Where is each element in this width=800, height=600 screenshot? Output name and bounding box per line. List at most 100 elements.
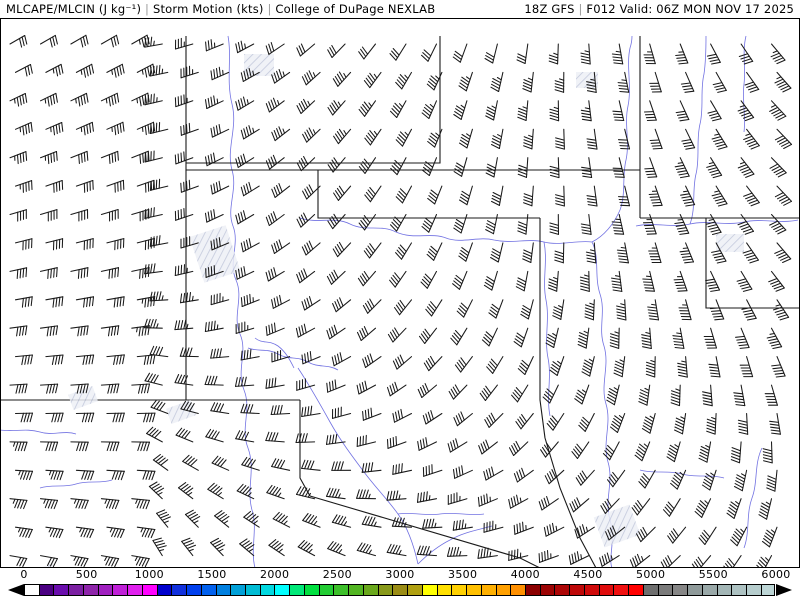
wind-barb [613, 356, 626, 378]
wind-barb [393, 299, 413, 316]
storm-motion-wind-barbs [9, 34, 793, 568]
colorbar-segment [731, 584, 746, 596]
wind-barb [131, 34, 150, 48]
wind-barb [265, 267, 285, 282]
wind-barb [270, 404, 291, 416]
colorbar-segment [657, 584, 673, 596]
wind-barb [181, 537, 197, 557]
colorbar-segment [186, 584, 201, 596]
wind-barb [635, 526, 656, 543]
wind-barb [358, 100, 377, 117]
wind-barb [14, 63, 33, 77]
wind-barb [271, 349, 291, 363]
wind-barb [100, 325, 120, 337]
colorbar-segment [613, 584, 629, 596]
wind-barb [698, 441, 712, 463]
wind-barb [45, 238, 64, 251]
colorbar-segment [466, 584, 481, 596]
wind-barb [638, 384, 651, 406]
wind-barb [450, 327, 468, 346]
wind-barb [100, 92, 120, 107]
wind-barb [555, 128, 565, 150]
wind-barb [508, 548, 529, 561]
wind-barb [517, 100, 529, 122]
wind-barb [70, 92, 89, 107]
wind-barb [702, 384, 713, 407]
wind-barb [706, 412, 717, 435]
wind-barb [100, 441, 120, 452]
wind-barb [9, 325, 28, 337]
wind-barb [14, 180, 33, 193]
wind-barb [703, 327, 718, 349]
wind-barb [758, 498, 773, 520]
wind-barb [131, 555, 150, 568]
wind-barb [741, 299, 757, 321]
wind-barb [617, 71, 630, 93]
wind-barb [240, 125, 260, 140]
wind-barb [240, 348, 260, 361]
wind-barb [152, 537, 167, 557]
wind-barb [580, 100, 592, 122]
wind-barb [136, 469, 156, 481]
wind-barb [149, 178, 169, 191]
wind-barb [642, 270, 655, 292]
wind-barb [9, 498, 28, 510]
wind-barb [144, 150, 163, 163]
colorbar-segment [421, 584, 437, 596]
wind-barb [586, 185, 598, 207]
wind-barb [523, 128, 534, 150]
wind-barb [737, 213, 755, 235]
wind-barb [421, 100, 438, 120]
wind-barb [75, 354, 95, 366]
wind-barb [569, 497, 590, 513]
wind-barb [214, 510, 230, 528]
wind-barb [301, 240, 321, 256]
wind-barb [235, 266, 255, 280]
wind-barb [234, 376, 255, 387]
wind-barb [180, 65, 199, 79]
wind-barb [616, 242, 629, 264]
colorbar-segment [554, 584, 570, 596]
wind-barb [131, 383, 151, 394]
colorbar-over-arrow [776, 584, 792, 596]
wind-barb [575, 469, 595, 486]
wind-barb [326, 324, 346, 340]
wind-barb [544, 469, 565, 485]
wind-barb [420, 43, 438, 62]
wind-barb [148, 481, 165, 500]
colorbar-segment [127, 584, 142, 596]
wind-barb [358, 157, 377, 174]
colorbar-segment [245, 584, 260, 596]
wind-barb [386, 490, 407, 501]
wind-barb [75, 296, 95, 308]
wind-barb [265, 377, 285, 389]
wind-barb [239, 538, 255, 557]
wind-barb [680, 185, 696, 207]
wind-barb [386, 381, 407, 397]
wind-barb [100, 267, 120, 279]
wind-barb [421, 157, 438, 177]
colorbar-segment [303, 584, 319, 596]
colorbar-segment [230, 584, 246, 596]
wind-barb [207, 482, 224, 500]
wind-barb [205, 265, 224, 278]
wind-barb [144, 36, 163, 48]
map-graphics-layer [0, 34, 800, 568]
wind-barb [458, 242, 473, 262]
wind-barb [453, 411, 473, 427]
wind-barb [39, 92, 58, 107]
colorbar-segment [215, 584, 231, 596]
wind-barb [617, 128, 631, 150]
wind-barb [730, 526, 748, 547]
wind-barb [152, 453, 169, 471]
wind-barb [210, 180, 230, 195]
map-canvas[interactable] [0, 18, 800, 568]
wind-barb [204, 375, 224, 386]
wind-barb [204, 152, 224, 167]
wind-barb [543, 522, 565, 537]
wind-barb [387, 327, 407, 343]
colorbar-color-strip[interactable] [24, 584, 776, 596]
wind-barb [45, 179, 64, 193]
wind-barb [762, 441, 773, 464]
wind-barb [418, 327, 438, 345]
